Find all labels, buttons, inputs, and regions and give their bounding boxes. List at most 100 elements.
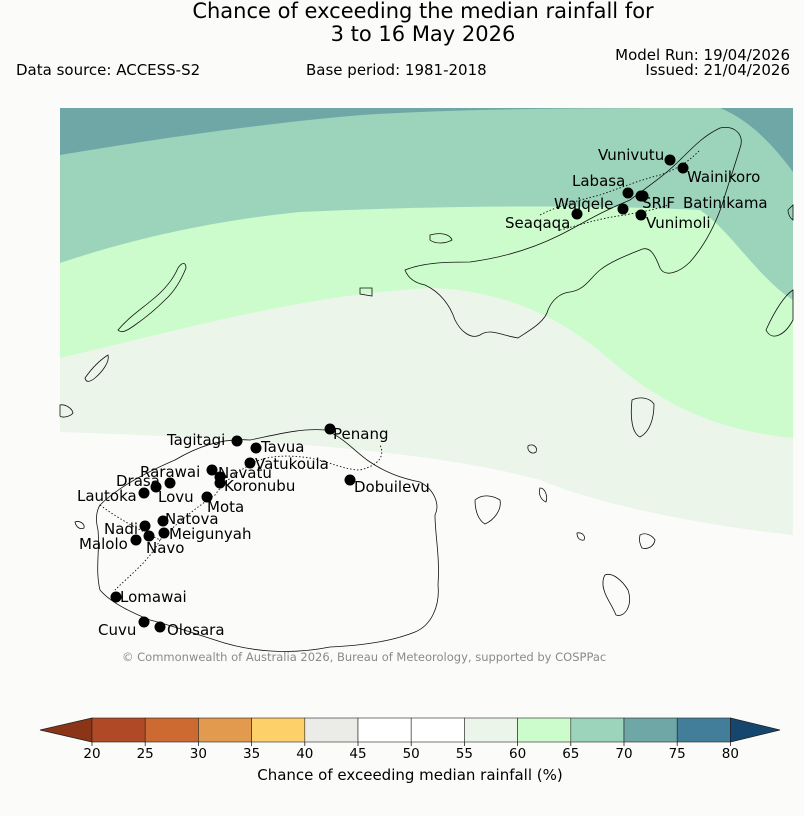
location-label-nadi: Nadi xyxy=(104,520,138,538)
location-navo: Navo xyxy=(143,530,184,557)
location-mota: Mota xyxy=(201,491,244,516)
location-marker-lautoka xyxy=(138,487,150,499)
location-marker-waiqele xyxy=(617,203,629,215)
colorbar-tick-label-50: 50 xyxy=(403,746,420,760)
wakaya-islet xyxy=(527,444,537,454)
location-label-vunimoli: Vunimoli xyxy=(646,214,711,232)
location-seaqaqa: Seaqaqa xyxy=(505,208,583,232)
location-label-drasa: Drasa xyxy=(116,472,160,490)
colorbar-label: Chance of exceeding median rainfall (%) xyxy=(257,766,563,784)
colorbar-segment-5 xyxy=(304,717,359,743)
location-natova: Natova xyxy=(157,510,219,528)
boundary-vanua-levu xyxy=(539,149,701,216)
colorbar-segment-7 xyxy=(410,717,465,743)
location-marker-nadi xyxy=(139,520,151,532)
location-label-tagitagi: Tagitagi xyxy=(166,431,225,449)
location-label-vunivutu: Vunivutu xyxy=(598,146,664,164)
location-tavua: Tavua xyxy=(250,438,304,456)
colorbar-tick-label-35: 35 xyxy=(243,746,260,760)
data-source-label: Data source: ACCESS-S2 xyxy=(16,61,201,79)
colorbar-tick-label-80: 80 xyxy=(722,746,739,760)
colorbar-tick-label-60: 60 xyxy=(509,746,526,760)
location-marker-vunivutu xyxy=(664,154,676,166)
location-marker-koronubu xyxy=(214,477,226,489)
title-line-1: Chance of exceeding the median rainfall … xyxy=(192,0,654,23)
location-marker-vunimoli xyxy=(635,209,647,221)
location-vatukoula: Vatukoula xyxy=(244,455,329,473)
colorbar-segment-10 xyxy=(570,717,625,743)
colorbar: 20 25 30 35 40 45 50 55 60 65 70 75 80 xyxy=(39,717,781,760)
location-marker-malolo xyxy=(130,534,142,546)
location-batinikama: Batinikama xyxy=(637,190,768,212)
location-label-wainikoro: Wainikoro xyxy=(687,168,760,186)
location-dobuilevu: Dobuilevu xyxy=(344,474,430,496)
location-label-rarawai: Rarawai xyxy=(140,463,200,481)
location-label-koronubu: Koronubu xyxy=(224,477,295,495)
location-marker-olosara xyxy=(154,621,166,633)
colorbar-segment-1 xyxy=(91,717,146,743)
taveuni-coast xyxy=(765,289,794,337)
location-vunivutu: Vunivutu xyxy=(598,146,676,166)
colorbar-tick-label-40: 40 xyxy=(296,746,313,760)
location-marker-navo xyxy=(143,530,155,542)
boundary-vanua-levu-south xyxy=(559,204,669,231)
location-label-natova: Natova xyxy=(165,510,219,528)
location-label-tavua: Tavua xyxy=(260,438,304,456)
colorbar-over-arrow xyxy=(730,717,781,743)
yasawa-group xyxy=(84,354,109,382)
location-label-srif: SRIF xyxy=(642,194,675,212)
vanua-levu-coast xyxy=(404,127,742,339)
east-islet xyxy=(787,204,794,221)
location-cuvu: Cuvu xyxy=(98,616,150,639)
location-olosara: Olosara xyxy=(154,621,225,639)
location-labasa: Labasa xyxy=(572,172,634,199)
north-islet xyxy=(429,233,453,244)
location-marker-natova xyxy=(157,515,169,527)
colorbar-ticks: 20 25 30 35 40 45 50 55 60 65 70 75 80 xyxy=(83,742,739,760)
location-vunimoli: Vunimoli xyxy=(635,209,711,232)
location-label-lomawai: Lomawai xyxy=(120,588,187,606)
location-marker-lomawai xyxy=(110,591,122,603)
location-label-navatu: Navatu xyxy=(218,464,272,482)
small-islet xyxy=(576,532,585,541)
location-label-batinikama: Batinikama xyxy=(683,194,768,212)
location-waiqele: Waiqele xyxy=(554,195,629,215)
rainfall-map: © Commonwealth of Australia 2026, Bureau… xyxy=(59,108,794,664)
location-drasa: Drasa xyxy=(116,472,162,493)
location-marker-seaqaqa xyxy=(571,208,583,220)
location-malolo: Malolo xyxy=(79,534,142,553)
location-label-labasa: Labasa xyxy=(572,172,625,190)
location-marker-dobuilevu xyxy=(344,474,356,486)
colorbar-tick-label-65: 65 xyxy=(562,746,579,760)
colorbar-tick-label-75: 75 xyxy=(669,746,686,760)
location-marker-tavua xyxy=(250,442,262,454)
location-marker-vatukoula xyxy=(244,457,256,469)
location-koronubu: Koronubu xyxy=(214,477,295,495)
location-marker-rarawai xyxy=(206,464,218,476)
location-lovu: Lovu xyxy=(158,477,194,506)
location-marker-tagitagi xyxy=(231,435,243,447)
location-marker-penang xyxy=(324,423,336,435)
location-label-lautoka: Lautoka xyxy=(77,487,137,505)
colorbar-segment-3 xyxy=(198,717,252,743)
colorbar-segment-4 xyxy=(251,717,306,743)
colorbar-segment-9 xyxy=(517,717,572,743)
location-rarawai: Rarawai xyxy=(140,463,218,481)
location-marker-lovu xyxy=(164,477,176,489)
copyright-notice: © Commonwealth of Australia 2026, Bureau… xyxy=(122,650,606,664)
location-nadi: Nadi xyxy=(104,520,151,538)
band-70-75 xyxy=(60,108,793,172)
location-penang: Penang xyxy=(324,423,388,443)
title-line-2: 3 to 16 May 2026 xyxy=(330,22,516,46)
location-label-cuvu: Cuvu xyxy=(98,621,136,639)
gau-coast xyxy=(602,573,630,616)
location-label-dobuilevu: Dobuilevu xyxy=(354,478,430,496)
location-markers: Vunivutu Wainikoro Labasa SRIF Batinikama Wai… xyxy=(77,146,768,639)
colorbar-tick-label-25: 25 xyxy=(137,746,154,760)
location-label-penang: Penang xyxy=(333,425,388,443)
location-label-olosara: Olosara xyxy=(167,621,225,639)
colorbar-segment-8 xyxy=(464,717,518,743)
location-label-waiqele: Waiqele xyxy=(554,195,613,213)
location-label-lovu: Lovu xyxy=(158,488,194,506)
location-marker-labasa xyxy=(622,187,634,199)
